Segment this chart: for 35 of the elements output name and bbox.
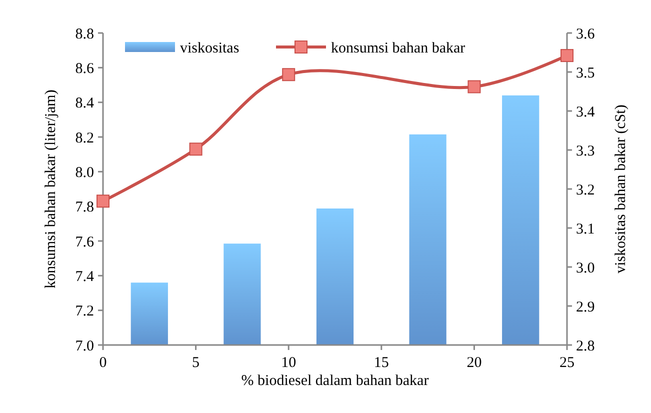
y-tick-label: 7.6 [75,234,94,250]
y2-tick-label: 2.9 [576,299,595,316]
y2-tick-label: 2.8 [576,338,595,354]
y-tick-label: 8.6 [75,60,94,77]
x-tick-label: 5 [192,355,200,371]
y-tick-label: 7.8 [75,200,94,216]
y2-tick-label: 3.5 [576,65,595,82]
point [468,80,481,94]
y-tick-label: 7.2 [75,304,94,320]
y2-tick-label: 3.4 [576,104,596,120]
point [560,49,574,62]
y2-tick-label: 3.3 [576,143,595,160]
y2-tick-label: 3.6 [576,26,596,42]
legend-label: konsumsi bahan bakar [331,40,466,56]
y-tick-label: 8.2 [75,130,94,146]
x-tick-label: 10 [281,355,296,371]
y-tick-label: 8.4 [75,96,94,112]
point [282,68,296,82]
y-tick-label: 8.8 [75,26,94,42]
y2-tick-label: 3.0 [576,260,595,276]
y-tick-label: 7.4 [75,268,94,285]
legend-label: viskositas [180,40,240,56]
y2-tick-label: 3.1 [576,221,595,238]
y-tick-label: 7.0 [75,338,94,354]
y-tick-label: 8.0 [75,164,94,181]
x-tick-label: 15 [374,355,389,371]
y2-tick-label: 3.2 [576,182,595,198]
point [189,142,202,156]
x-tick-label: 0 [99,355,107,371]
x-axis-title: % biodiesel dalam bahan bakar [241,373,429,389]
x-tick-label: 25 [560,355,574,371]
point [96,194,110,208]
x-tick-label: 20 [466,355,482,371]
y2-axis-title: viskositas bahan bakar (cSt) [613,104,629,274]
y-axis-title: konsumsi bahan bakar (liter/jam) [43,90,59,288]
